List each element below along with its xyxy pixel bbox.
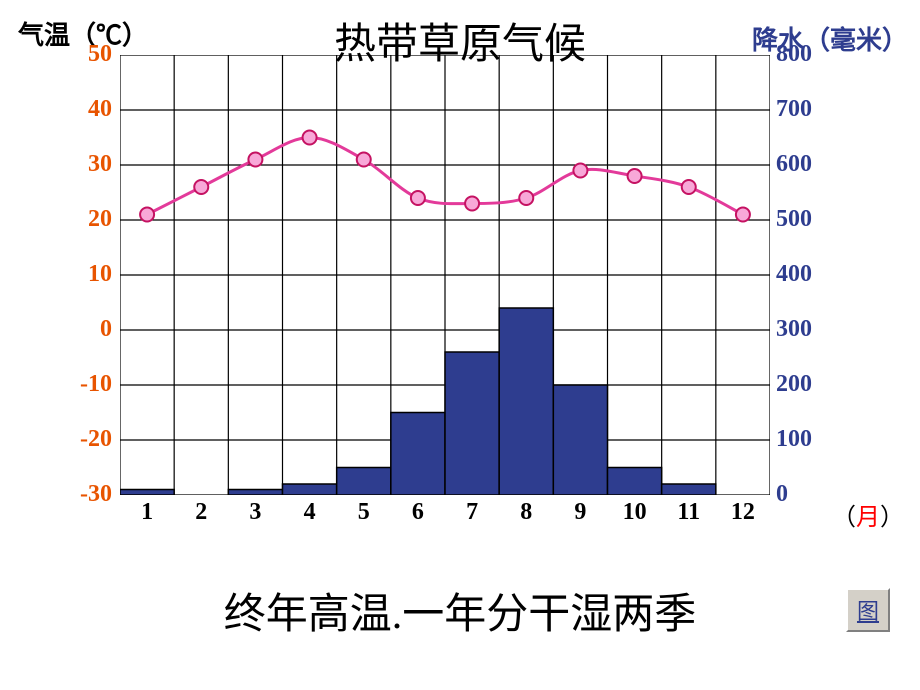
y-right-tick: 300 [776, 316, 826, 343]
x-tick: 2 [186, 499, 216, 526]
x-tick: 5 [349, 499, 379, 526]
y-left-tick: 30 [72, 151, 112, 178]
y-left-tick: 50 [72, 41, 112, 68]
y-right-tick: 200 [776, 371, 826, 398]
image-link-button[interactable]: 图 [846, 588, 890, 632]
y-right-tick: 800 [776, 41, 826, 68]
chart-plot-area [120, 55, 770, 495]
y-right-tick: 100 [776, 426, 826, 453]
y-left-tick: -30 [72, 481, 112, 508]
x-tick: 11 [674, 499, 704, 526]
x-tick: 3 [240, 499, 270, 526]
x-tick: 1 [132, 499, 162, 526]
x-tick: 7 [457, 499, 487, 526]
y-left-tick: -20 [72, 426, 112, 453]
y-left-tick: 20 [72, 206, 112, 233]
y-right-tick: 0 [776, 481, 826, 508]
y-left-tick: -10 [72, 371, 112, 398]
x-tick: 8 [511, 499, 541, 526]
y-right-tick: 400 [776, 261, 826, 288]
x-axis-label: （月） [832, 497, 904, 532]
y-left-tick: 0 [72, 316, 112, 343]
y-right-tick: 700 [776, 96, 826, 123]
y-right-tick: 500 [776, 206, 826, 233]
x-tick: 6 [403, 499, 433, 526]
x-tick: 12 [728, 499, 758, 526]
x-tick: 10 [620, 499, 650, 526]
chart-subtitle: 终年高温.一年分干湿两季 [224, 580, 697, 641]
y-right-tick: 600 [776, 151, 826, 178]
x-tick: 9 [565, 499, 595, 526]
y-left-tick: 40 [72, 96, 112, 123]
x-tick: 4 [295, 499, 325, 526]
chart-svg [120, 55, 770, 495]
y-left-tick: 10 [72, 261, 112, 288]
